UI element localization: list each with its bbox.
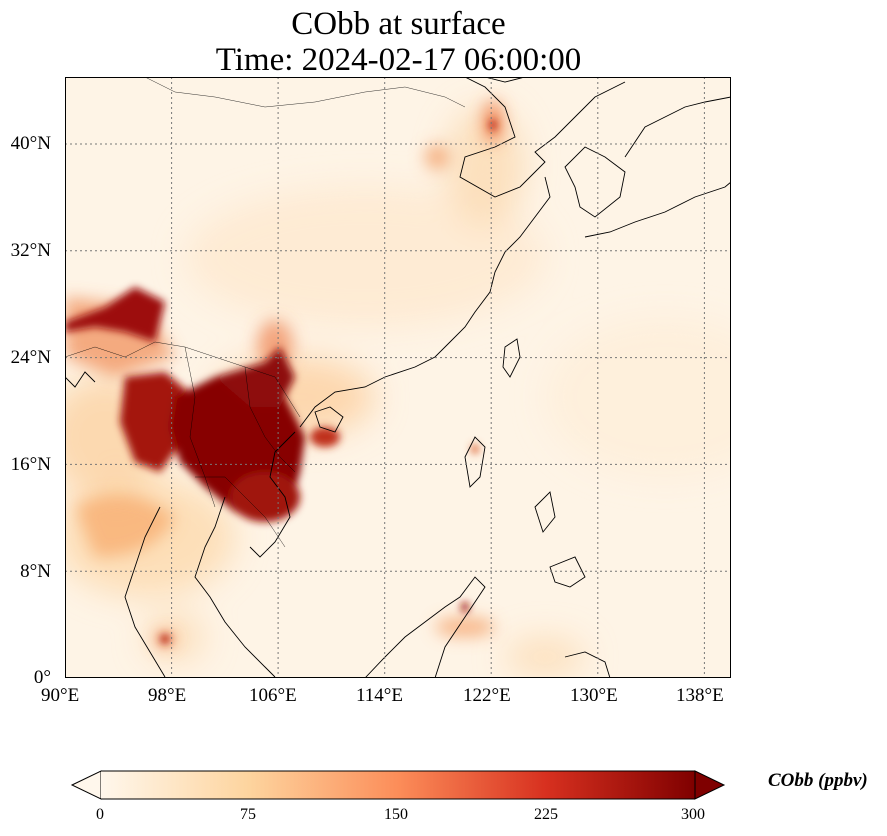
map-border: [65, 77, 731, 678]
x-tick-106e: 106°E: [249, 685, 297, 706]
chart-subtitle-time: Time: 2024-02-17 06:00:00: [215, 42, 582, 78]
x-tick-130e: 130°E: [570, 685, 618, 706]
y-tick-8n: 8°N: [20, 561, 51, 582]
y-tick-40n: 40°N: [10, 133, 51, 154]
colorbar: [70, 770, 726, 800]
x-tick-122e: 122°E: [463, 685, 511, 706]
colorbar-extend-min: [70, 770, 102, 800]
colorbar-tick-0: 0: [96, 806, 104, 823]
x-tick-98e: 98°E: [148, 685, 187, 706]
colorbar-label: CObb (ppbv): [768, 770, 868, 791]
colorbar-gradient: [101, 771, 695, 799]
x-tick-114e: 114°E: [356, 685, 403, 706]
colorbar-tick-150: 150: [384, 806, 408, 823]
coastlines: [65, 77, 731, 678]
y-tick-24n: 24°N: [10, 347, 51, 368]
colorbar-tick-225: 225: [534, 806, 558, 823]
colorbar-extend-max: [694, 770, 726, 800]
colorbar-tick-75: 75: [240, 806, 256, 823]
x-tick-90e: 90°E: [41, 685, 80, 706]
co-plume-high: [65, 119, 497, 644]
map-panel: [65, 77, 731, 678]
y-tick-0: 0°: [33, 667, 51, 688]
x-tick-138e: 138°E: [676, 685, 724, 706]
country-borders: [65, 77, 466, 548]
gridlines: [65, 77, 731, 678]
y-tick-32n: 32°N: [10, 240, 51, 261]
y-tick-16n: 16°N: [10, 454, 51, 475]
chart-title: CObb at surface: [291, 6, 506, 42]
colorbar-tick-300: 300: [681, 806, 705, 823]
